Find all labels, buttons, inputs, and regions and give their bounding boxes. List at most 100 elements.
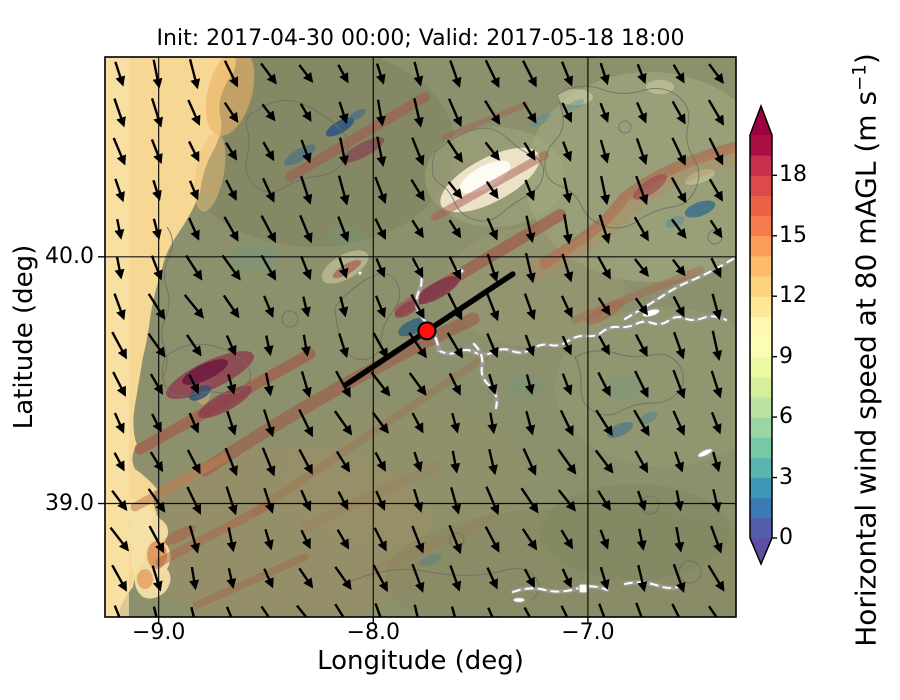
wind-arrow: [560, 61, 574, 87]
y-tick-label: 39.0: [45, 490, 94, 516]
wind-arrow: [523, 293, 536, 321]
wind-arrow: [709, 219, 723, 239]
wind-arrow: [413, 488, 424, 513]
x-tick-label: −7.0: [561, 620, 615, 645]
wind-arrow: [408, 372, 427, 396]
colorbar-segment: [750, 175, 772, 196]
wind-arrow: [524, 374, 535, 395]
terrain-shading: [105, 57, 736, 617]
colorbar-tick-label: 0: [779, 525, 793, 550]
wind-arrow: [376, 136, 387, 167]
wind-arrow: [335, 370, 351, 398]
wind-arrow: [599, 139, 610, 164]
x-axis-label: Longitude (deg): [317, 646, 524, 676]
wind-arrow: [599, 175, 611, 206]
wind-arrow: [375, 258, 386, 278]
wind-arrow: [484, 99, 501, 126]
wind-arrow: [597, 490, 611, 511]
colorbar-tick-label: 12: [779, 283, 807, 309]
wind-arrow: [484, 59, 500, 89]
wind-arrow: [635, 175, 649, 206]
wind-arrow: [226, 374, 237, 395]
colorbar-tick-labels: 18 15 12 9 6 3 0: [779, 100, 849, 570]
wind-arrow: [671, 100, 686, 125]
wind-arrow: [263, 372, 274, 397]
wind-arrow: [411, 137, 425, 166]
wind-arrow: [263, 528, 274, 551]
wind-arrow: [261, 177, 275, 203]
wind-arrow: [114, 256, 125, 280]
wind-arrow: [226, 568, 237, 589]
wind-arrow: [149, 373, 163, 395]
wind-arrow: [187, 140, 200, 163]
wind-arrow: [260, 62, 277, 85]
wind-arrow: [150, 138, 163, 165]
wind-arrow: [710, 257, 722, 279]
y-tick-label: 40.0: [45, 243, 94, 269]
wind-arrow: [672, 563, 686, 593]
wind-arrow: [520, 487, 539, 514]
wind-arrow: [111, 489, 128, 511]
wind-arrow: [372, 332, 388, 359]
colorbar-segment: [750, 417, 772, 438]
wind-arrow: [113, 98, 126, 128]
wind-arrow: [147, 488, 166, 513]
colorbar-segment: [750, 477, 772, 499]
wind-arrow: [338, 333, 349, 359]
wind-arrow: [148, 525, 165, 554]
wind-arrow: [374, 451, 386, 472]
wind-arrow: [450, 606, 457, 617]
colorbar-segment: [750, 296, 772, 317]
wind-arrow: [413, 61, 424, 87]
wind-arrow: [524, 252, 536, 284]
wind-arrow: [189, 606, 199, 617]
wind-arrow: [707, 99, 725, 126]
wind-arrow: [333, 410, 353, 436]
wind-arrow: [524, 334, 535, 357]
wind-arrow: [299, 214, 313, 244]
wind-arrow: [375, 490, 386, 511]
wind-arrow: [710, 411, 722, 435]
wind-arrow: [598, 214, 611, 245]
wind-arrow: [186, 449, 201, 475]
colorbar-segment: [750, 517, 772, 539]
wind-arrow: [486, 567, 498, 590]
wind-arrow: [485, 486, 500, 516]
colorbar-segments: [750, 135, 772, 539]
map-content: [105, 57, 736, 617]
wind-arrow: [112, 371, 126, 397]
wind-arrow: [707, 564, 725, 592]
wind-arrow: [375, 99, 386, 127]
wind-arrow: [561, 335, 572, 356]
wind-arrow: [260, 254, 277, 281]
wind-arrow: [559, 409, 574, 437]
wind-arrow: [187, 217, 200, 241]
wind-ridge-bands: [130, 92, 736, 609]
wind-arrow: [226, 527, 237, 553]
wind-arrow: [300, 529, 311, 550]
x-tick-label: −8.0: [346, 620, 400, 645]
wind-arrow: [634, 333, 648, 357]
wind-arrow: [222, 294, 240, 319]
wind-arrow: [147, 332, 166, 358]
wind-arrow: [185, 254, 203, 281]
wind-arrow: [149, 451, 164, 473]
wind-arrow: [189, 566, 200, 591]
wind-arrow: [338, 137, 349, 166]
wind-arrow: [484, 526, 500, 553]
wind-arrow: [450, 412, 461, 434]
wind-arrow: [151, 565, 163, 592]
x-tick-label: −9.0: [131, 620, 186, 645]
wind-arrow: [450, 486, 462, 515]
wind-arrow: [447, 180, 463, 200]
wind-arrow: [671, 258, 686, 277]
wind-arrow: [335, 450, 351, 473]
wind-arrow: [635, 138, 648, 166]
colorbar-segment: [750, 255, 772, 277]
wind-arrow: [484, 141, 500, 161]
wind-arrow: [113, 452, 125, 472]
wind-arrow: [636, 490, 647, 512]
wind-arrow: [447, 98, 462, 128]
wind-arrow: [338, 101, 349, 125]
